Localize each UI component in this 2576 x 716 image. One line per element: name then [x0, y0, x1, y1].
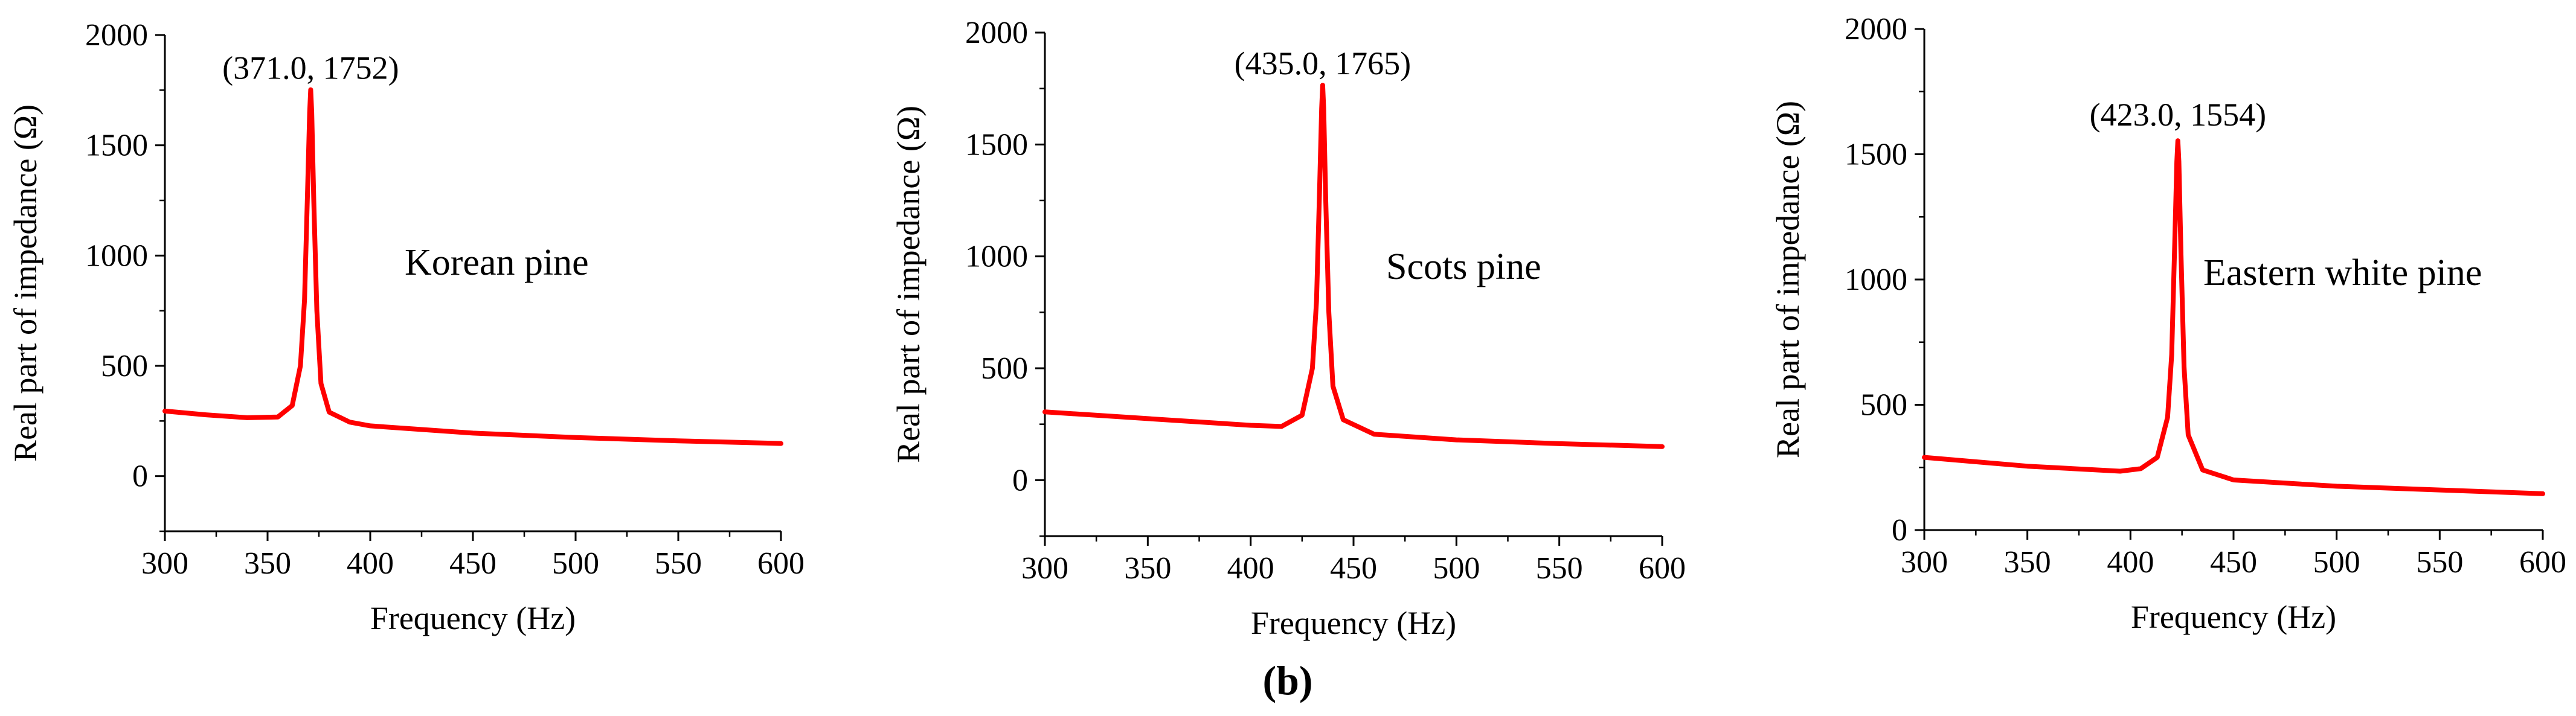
figure-caption: (b) — [1262, 657, 1312, 703]
peak-annotation: (435.0, 1765) — [1235, 45, 1411, 82]
x-tick-label: 450 — [449, 546, 496, 581]
x-tick-label: 450 — [2210, 545, 2257, 580]
x-tick-label: 300 — [1021, 551, 1068, 586]
series-line-1 — [162, 87, 783, 446]
species-label: Korean pine — [405, 242, 589, 283]
y-axis-title: Real part of impedance (Ω) — [7, 104, 43, 462]
peak-annotation: (423.0, 1554) — [2090, 97, 2266, 133]
x-tick-label: 400 — [1227, 551, 1274, 586]
species-label: Scots pine — [1386, 246, 1541, 287]
y-tick-label: 1500 — [1845, 138, 1907, 172]
y-tick-label: 500 — [981, 351, 1028, 386]
x-tick-label: 500 — [2313, 545, 2360, 580]
x-tick-label: 300 — [141, 546, 188, 581]
peak-annotation: (371.0, 1752) — [222, 50, 399, 86]
x-tick-label: 600 — [757, 546, 805, 581]
y-tick-label: 2000 — [85, 18, 148, 53]
x-axis-title: Frequency (Hz) — [370, 600, 576, 636]
y-tick-label: 1500 — [85, 129, 148, 163]
y-axis-title: Real part of impedance (Ω) — [890, 106, 927, 463]
x-tick-label: 500 — [1433, 551, 1480, 586]
y-tick-label: 2000 — [965, 16, 1028, 50]
chart-panels: 300 350 400 450 500 550 600 0 500 1000 1500 2000 Fre… — [7, 12, 2566, 641]
x-tick-label: 550 — [655, 546, 702, 581]
x-tick-label: 550 — [2416, 545, 2463, 580]
y-tick-label: 1000 — [1845, 263, 1907, 297]
x-tick-label: 300 — [1901, 545, 1948, 580]
x-tick-label: 600 — [2519, 545, 2566, 580]
x-tick-label: 350 — [1124, 551, 1171, 586]
x-tick-label: 400 — [2107, 545, 2154, 580]
series-line-1 — [1922, 138, 2545, 496]
x-tick-label: 600 — [1639, 551, 1686, 586]
y-tick-label: 1500 — [965, 127, 1028, 162]
x-tick-label: 500 — [552, 546, 599, 581]
x-axis-title: Frequency (Hz) — [1251, 605, 1456, 641]
chart-panel-2: 300 350 400 450 500 550 600 0 500 1000 1500 2000 Fre… — [890, 16, 1686, 641]
y-tick-label: 1000 — [965, 240, 1028, 274]
y-tick-label: 0 — [1012, 463, 1028, 497]
x-axis-title: Frequency (Hz) — [2131, 599, 2336, 635]
y-tick-label: 1000 — [85, 238, 148, 273]
species-label: Eastern white pine — [2203, 252, 2482, 293]
chart-panel-3: 300 350 400 450 500 550 600 0 500 1000 1500 2000 Fre… — [1770, 12, 2566, 635]
x-tick-label: 450 — [1330, 551, 1377, 586]
series-line-1 — [1042, 83, 1665, 449]
y-tick-label: 500 — [101, 349, 148, 383]
x-tick-label: 350 — [2004, 545, 2051, 580]
x-tick-label: 350 — [244, 546, 291, 581]
chart-panel-1: 300 350 400 450 500 550 600 0 500 1000 1500 2000 Fre… — [7, 18, 805, 636]
x-tick-label: 550 — [1536, 551, 1583, 586]
y-tick-label: 500 — [1860, 388, 1907, 423]
y-axis-title: Real part of impedance (Ω) — [1770, 101, 1806, 458]
y-tick-label: 0 — [132, 459, 148, 494]
y-tick-label: 2000 — [1845, 12, 1907, 46]
x-tick-label: 400 — [347, 546, 394, 581]
y-tick-label: 0 — [1892, 513, 1907, 548]
